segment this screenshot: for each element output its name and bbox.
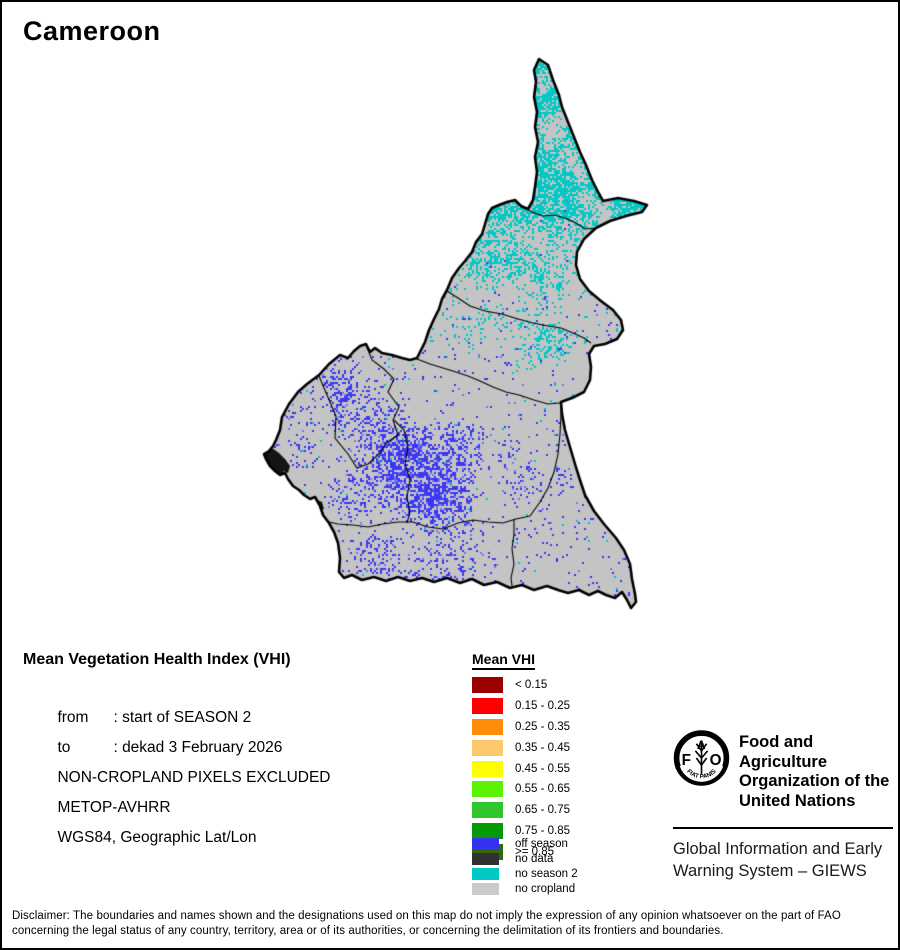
vhi-color-swatch — [472, 781, 503, 798]
vhi-legend-entry: 0.65 - 0.75 — [472, 800, 570, 821]
vhi-legend-label: 0.65 - 0.75 — [515, 804, 570, 817]
info-row: from : start of SEASON 2 — [23, 688, 331, 726]
vhi-legend-label: < 0.15 — [515, 679, 548, 692]
info-row-text: : dekad 3 February 2026 — [113, 739, 283, 756]
fao-letter-o: O — [710, 752, 722, 769]
disclaimer-line: concerning the legal status of any count… — [12, 924, 724, 937]
season-legend-entry: no data — [472, 851, 578, 866]
vhi-legend-entry: 0.45 - 0.55 — [472, 758, 570, 779]
vhi-legend-entry: < 0.15 — [472, 675, 570, 696]
season-color-swatch — [472, 867, 499, 880]
season-color-swatch — [472, 883, 499, 896]
season-legend-label: no cropland — [515, 883, 576, 896]
info-row-text: METOP-AVHRR — [57, 799, 171, 816]
info-row-text: NON-CROPLAND PIXELS EXCLUDED — [57, 769, 331, 786]
season-legend-label: off season — [515, 837, 568, 850]
info-row-text: : start of SEASON 2 — [113, 709, 252, 726]
vhi-color-swatch — [472, 698, 503, 715]
info-row: METOP-AVHRR — [23, 778, 331, 816]
vhi-legend-label: 0.15 - 0.25 — [515, 700, 570, 713]
fao-org-line: Food and Agriculture — [739, 733, 828, 771]
vhi-legend-label: 0.55 - 0.65 — [515, 783, 570, 796]
vhi-legend-label: 0.25 - 0.35 — [515, 720, 570, 733]
vhi-legend-label: 0.35 - 0.45 — [515, 741, 570, 754]
fao-motto: FIAT PANIS — [685, 768, 717, 780]
info-rows: from : start of SEASON 2 to : dekad 3 Febr… — [23, 688, 331, 846]
info-row-label: from — [57, 709, 89, 726]
vhi-legend-entry: 0.25 - 0.35 — [472, 717, 570, 738]
vhi-legend-entries: < 0.15 0.15 - 0.25 0.25 - 0.35 0.35 - 0.… — [472, 675, 570, 862]
season-legend-entry: no season 2 — [472, 866, 578, 881]
vhi-color-swatch — [472, 718, 503, 735]
fao-letter-f: F — [682, 752, 691, 769]
disclaimer: Disclaimer: The boundaries and names sho… — [12, 909, 894, 938]
vhi-color-swatch — [472, 677, 503, 694]
vhi-legend-label: 0.75 - 0.85 — [515, 824, 570, 837]
vhi-color-swatch — [472, 739, 503, 756]
vhi-legend-title: Mean VHI — [472, 651, 536, 670]
vhi-legend: Mean VHI < 0.15 0.15 - 0.25 0.25 - 0.35 — [472, 651, 570, 862]
vhi-legend-label: 0.45 - 0.55 — [515, 762, 570, 775]
season-legend-entry: off season — [472, 836, 578, 851]
fao-divider — [673, 827, 893, 829]
info-row-label: to — [57, 739, 71, 756]
fao-org-line: Organization of the — [739, 772, 890, 790]
season-legend-label: no data — [515, 852, 554, 865]
vhi-color-swatch — [472, 760, 503, 777]
wheat-ear-icon — [694, 742, 709, 775]
vhi-legend-entry: 0.75 - 0.85 — [472, 821, 570, 842]
vhi-color-swatch — [472, 802, 503, 819]
disclaimer-line: Disclaimer: The boundaries and names sho… — [12, 910, 841, 922]
fao-org-line: United Nations — [739, 791, 856, 810]
vhi-color-swatch — [472, 822, 503, 839]
info-row: NON-CROPLAND PIXELS EXCLUDED — [23, 748, 330, 786]
fao-logo-icon: F A O FIAT PANIS — [673, 730, 730, 786]
fao-org-name: Food and Agriculture Organization of the U… — [739, 729, 893, 811]
giews-caption-line: Global Information and Early — [673, 840, 883, 858]
season-legend: off season no data no season 2 no cropla… — [472, 836, 578, 897]
vhi-legend-entry: 0.35 - 0.45 — [472, 737, 570, 758]
season-color-swatch — [472, 852, 499, 865]
vhi-legend-entry: 0.15 - 0.25 — [472, 696, 570, 717]
info-row-text: WGS84, Geographic Lat/Lon — [57, 829, 257, 846]
season-color-swatch — [472, 837, 499, 850]
season-legend-label: no season 2 — [515, 867, 578, 880]
vhi-legend-entry: 0.55 - 0.65 — [472, 779, 570, 800]
info-heading: Mean Vegetation Health Index (VHI) — [23, 651, 291, 668]
info-row: WGS84, Geographic Lat/Lon — [23, 808, 331, 846]
giews-caption: Global Information and Early Warning Syst… — [673, 838, 893, 882]
giews-caption-line: Warning System – GIEWS — [673, 862, 867, 880]
info-row: to : dekad 3 February 2026 — [23, 718, 331, 756]
vhi-legend-label: >= 0.85 — [515, 845, 555, 858]
fao-giews-block: F A O FIAT PANIS Food and Agric — [673, 729, 893, 882]
season-legend-entry: no cropland — [472, 882, 578, 897]
